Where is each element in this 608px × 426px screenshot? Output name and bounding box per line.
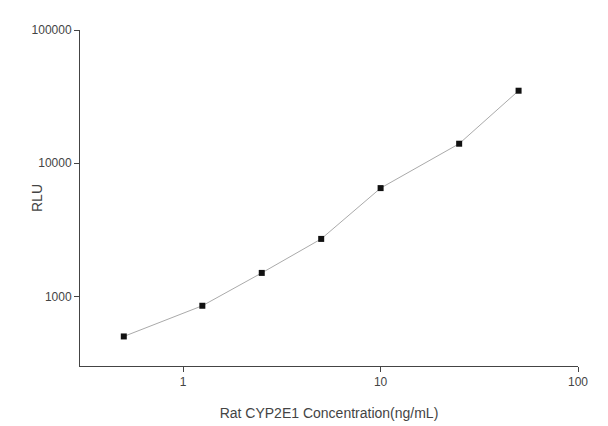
svg-text:100000: 100000 xyxy=(32,23,72,37)
svg-text:1: 1 xyxy=(180,375,187,389)
svg-text:RLU: RLU xyxy=(29,184,45,212)
svg-text:10: 10 xyxy=(374,375,388,389)
svg-text:1000: 1000 xyxy=(45,290,72,304)
svg-text:10000: 10000 xyxy=(38,156,72,170)
svg-text:100: 100 xyxy=(568,375,588,389)
svg-text:Rat CYP2E1 Concentration(ng/mL: Rat CYP2E1 Concentration(ng/mL) xyxy=(220,405,439,421)
